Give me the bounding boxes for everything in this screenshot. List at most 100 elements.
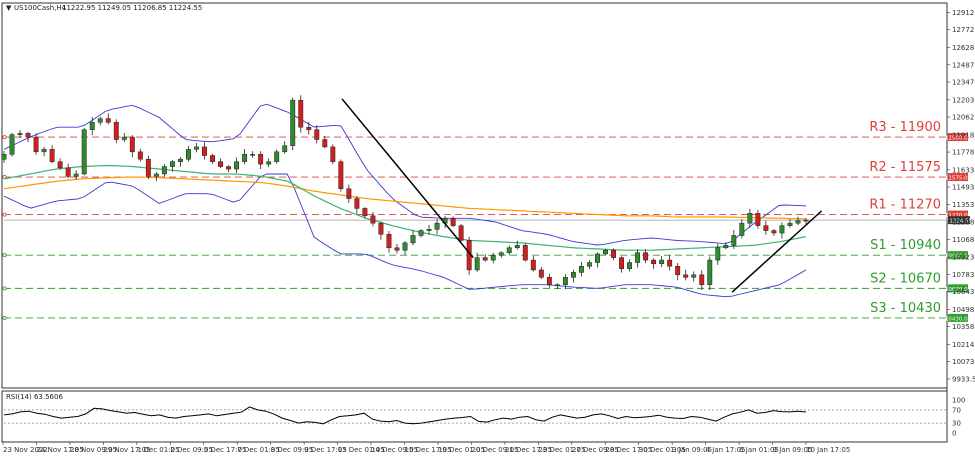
time-tick-label: 9 Jan 09:05	[773, 446, 813, 454]
rsi-tick-label: 70	[952, 406, 961, 414]
price-tick-label: 10923.05	[952, 254, 975, 262]
header-arrow-icon: ▼	[6, 4, 12, 12]
candle-body	[338, 161, 344, 189]
level-label-r1: R1 - 11270	[869, 198, 941, 213]
candle-body	[803, 219, 809, 222]
candle-body	[651, 259, 657, 265]
candle-body	[346, 188, 352, 199]
candle-body	[402, 242, 408, 251]
time-tick-label: 29 Nov 17:05	[103, 446, 150, 454]
price-tick-label: 12062.80	[952, 114, 975, 122]
candle-body	[394, 247, 400, 251]
level-price-tag-text: 10430.00	[945, 316, 972, 322]
level-price-tag-text: 10670.00	[945, 287, 972, 293]
candle-body	[153, 173, 159, 177]
candle-body	[458, 225, 464, 241]
candle-body	[659, 259, 665, 265]
time-tick-label: 14 Dec 09:05	[371, 446, 418, 454]
candle-body	[282, 145, 288, 153]
candle-body	[97, 118, 103, 123]
candle-body	[715, 247, 721, 261]
candle-body	[538, 269, 544, 278]
time-tick-label: 13 Dec 01:05	[338, 446, 385, 454]
current-price-tag	[948, 216, 970, 225]
time-tick-label: 3 Jan 09:05	[672, 446, 712, 454]
candle-body	[506, 247, 512, 253]
candle-body	[105, 118, 111, 123]
level-price-tag-text: 10940.00	[945, 254, 972, 260]
candle-body	[627, 262, 633, 269]
price-tick-label: 11068.60	[952, 236, 975, 244]
level-price-tag	[948, 210, 968, 219]
time-tick-label: 6 Jan 01:05	[739, 446, 779, 454]
time-tick-label: 23 Dec 01:05	[538, 446, 585, 454]
level-anchor-r1	[2, 212, 7, 217]
candle-body	[234, 161, 240, 170]
candle-body	[25, 133, 31, 138]
candle-body	[9, 134, 15, 155]
candle-body	[691, 274, 697, 278]
candle-body	[554, 284, 560, 286]
candle-body	[747, 213, 753, 224]
candle-body	[755, 213, 761, 226]
candle-body	[490, 254, 496, 261]
candle-body	[426, 229, 432, 231]
candle-body	[89, 122, 95, 130]
levels-layer	[2, 135, 947, 320]
price-tick-label: 11778.30	[952, 149, 975, 157]
candle-body	[723, 245, 729, 249]
level-labels-layer: R3 - 11900 11900.00 R2 - 11575 11575.00 R1 -…	[869, 120, 971, 322]
candle-body	[595, 253, 600, 263]
candle-body	[699, 274, 705, 285]
level-label-s2: S2 - 10670	[870, 271, 941, 286]
candles-layer	[1, 95, 809, 291]
time-tick-label: 23 Nov 2022	[3, 446, 48, 454]
level-price-tag	[948, 173, 968, 182]
rsi-tick-label: 100	[952, 397, 965, 405]
trendline-2	[731, 210, 823, 293]
candle-body	[49, 149, 55, 162]
candle-body	[434, 222, 440, 230]
price-tick-label: 10498.90	[952, 306, 975, 314]
candle-body	[169, 161, 175, 167]
main-panel-frame	[1, 2, 948, 389]
time-tick-label: 27 Dec 09:05	[572, 446, 619, 454]
candle-body	[194, 146, 199, 150]
candle-body	[562, 277, 568, 285]
candle-body	[57, 161, 63, 169]
candle-body	[161, 166, 167, 175]
candle-body	[611, 249, 616, 258]
price-tick-label: 12203.15	[952, 96, 975, 104]
candle-body	[683, 274, 689, 278]
bollinger-layer	[3, 103, 807, 298]
level-price-tag	[948, 284, 968, 293]
candle-body	[514, 245, 520, 249]
candle-body	[643, 252, 649, 261]
candle-body	[186, 149, 191, 160]
candle-body	[129, 136, 135, 153]
price-tick-label: 10358.55	[952, 323, 975, 331]
rsi-line	[3, 406, 807, 425]
bollinger-lower-band	[3, 173, 807, 298]
price-tick-label: 11353.40	[952, 201, 975, 209]
time-tick-label: 10 Jan 17:05	[806, 446, 850, 454]
rsi-panel-frame	[1, 390, 948, 443]
price-tick-label: 12347.75	[952, 78, 975, 86]
candle-body	[675, 265, 681, 276]
candle-body	[763, 225, 769, 231]
time-tick-label: 19 Dec 01:05	[438, 446, 485, 454]
level-label-r2: R2 - 11575	[869, 160, 941, 175]
rsi-header: RSI(14) 63.5606	[6, 393, 63, 401]
candle-body	[522, 245, 528, 261]
candle-body	[578, 265, 584, 273]
level-price-tag	[948, 133, 968, 142]
chart-ohlc: 11222.95 11249.05 11206.85 11224.55	[62, 4, 202, 12]
candle-body	[731, 235, 737, 246]
rsi-tick-label: 0	[952, 430, 956, 438]
candle-body	[314, 129, 320, 140]
candle-body	[121, 136, 127, 140]
trendlines-layer	[341, 98, 823, 293]
